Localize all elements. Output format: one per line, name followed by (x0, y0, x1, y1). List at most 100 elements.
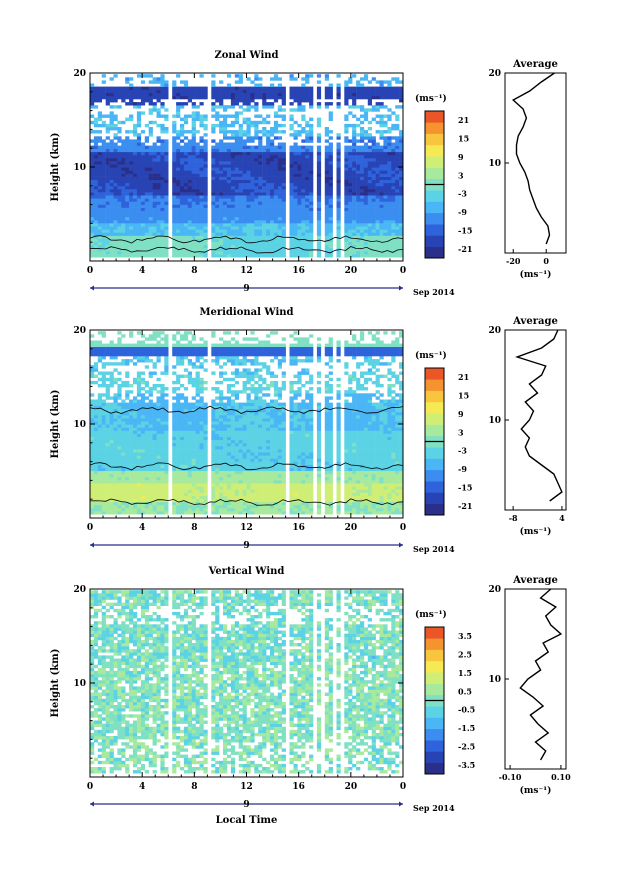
heatmap-cell (105, 504, 110, 509)
heatmap-cell (203, 145, 208, 149)
heatmap-cell (136, 371, 142, 375)
heatmap-cell (101, 343, 106, 347)
heatmap-cell (219, 164, 224, 168)
heatmap-cell (191, 446, 196, 450)
heatmap-cell (219, 216, 224, 221)
heatmap-cell (254, 176, 259, 180)
heatmap-cell (117, 173, 122, 177)
heatmap-cell (133, 226, 138, 230)
heatmap-cell (383, 176, 388, 180)
heatmap-cell (97, 405, 102, 410)
heatmap-cell (125, 374, 130, 378)
heatmap-cell (176, 210, 181, 215)
heatmap-cell (254, 192, 259, 196)
heatmap-cell (281, 213, 286, 218)
heatmap-cell (160, 473, 165, 478)
heatmap-cell (125, 179, 130, 184)
heatmap-cell (399, 185, 404, 190)
heatmap-cell (277, 164, 282, 168)
heatmap-cell (129, 102, 134, 106)
heatmap-cell (117, 167, 122, 171)
heatmap-cell (199, 204, 204, 208)
heatmap-cell (113, 461, 118, 465)
heatmap-cell (136, 421, 142, 425)
heatmap-cell (164, 161, 169, 165)
heatmap-cell (117, 105, 122, 109)
heatmap-cell (160, 371, 165, 375)
heatmap-cell (183, 220, 189, 224)
heatmap-cell (176, 204, 181, 208)
heatmap-cell (101, 467, 106, 472)
heatmap-cell (144, 356, 149, 360)
heatmap-cell (156, 247, 161, 252)
heatmap-cell (113, 198, 118, 202)
heatmap-cell (363, 74, 369, 78)
heatmap-cell (226, 173, 232, 177)
heatmap-cell (379, 95, 384, 100)
heatmap-cell (352, 235, 357, 239)
heatmap-cell (156, 492, 161, 496)
heatmap-cell (387, 161, 392, 165)
heatmap-cell (113, 402, 118, 406)
heatmap-cell (375, 241, 380, 246)
heatmap-cell (367, 158, 372, 162)
heatmap-cell (203, 133, 208, 137)
heatmap-cell (242, 189, 247, 193)
heatmap-cell (266, 241, 271, 246)
heatmap-cell (164, 473, 169, 478)
heatmap-cell (129, 492, 134, 496)
heatmap-cell (144, 216, 149, 221)
heatmap-cell (172, 371, 177, 375)
heatmap-cell (109, 356, 114, 360)
heatmap-cell (371, 235, 376, 239)
heatmap-cell (136, 89, 142, 94)
heatmap-cell (156, 114, 161, 118)
heatmap-cell (258, 145, 263, 149)
heatmap-cell (105, 433, 110, 437)
heatmap-cell (148, 189, 153, 193)
heatmap-cell (363, 133, 369, 137)
heatmap-cell (336, 151, 341, 156)
heatmap-cell (148, 390, 153, 394)
heatmap-cell (113, 114, 118, 118)
heatmap-cell (258, 136, 263, 140)
heatmap-cell (191, 179, 196, 184)
heatmap-cell (152, 238, 157, 242)
heatmap-cell (254, 185, 259, 190)
heatmap-cell (187, 446, 192, 450)
heatmap-cell (348, 232, 353, 236)
heatmap-cell (113, 176, 118, 180)
heatmap-cell (273, 251, 279, 255)
heatmap-cell (105, 195, 110, 199)
heatmap-cell (156, 235, 161, 239)
heatmap-cell (324, 161, 329, 165)
heatmap-cell (172, 489, 177, 493)
heatmap-cell (215, 161, 220, 165)
heatmap-cell (230, 95, 236, 100)
heatmap-cell (160, 244, 165, 249)
heatmap-cell (367, 120, 372, 125)
heatmap-cell (195, 384, 200, 388)
heatmap-cell (133, 411, 138, 416)
heatmap-cell (289, 89, 294, 94)
heatmap-cell (281, 95, 286, 100)
heatmap-cell (160, 427, 165, 431)
heatmap-cell (101, 139, 106, 143)
heatmap-cell (176, 452, 181, 456)
heatmap-cell (148, 346, 153, 351)
heatmap-cell (324, 223, 329, 227)
heatmap-cell (309, 95, 314, 100)
heatmap-cell (187, 158, 192, 162)
heatmap-cell (211, 83, 216, 87)
heatmap-cell (133, 346, 138, 351)
heatmap-cell (223, 179, 228, 184)
heatmap-cell (125, 176, 130, 180)
heatmap-cell (195, 204, 200, 208)
heatmap-cell (226, 148, 232, 153)
heatmap-cell (144, 492, 149, 496)
heatmap-cell (297, 130, 302, 134)
heatmap-cell (273, 123, 279, 128)
heatmap-cell (125, 384, 130, 388)
heatmap-cell (391, 210, 396, 215)
heatmap-cell (230, 201, 236, 205)
